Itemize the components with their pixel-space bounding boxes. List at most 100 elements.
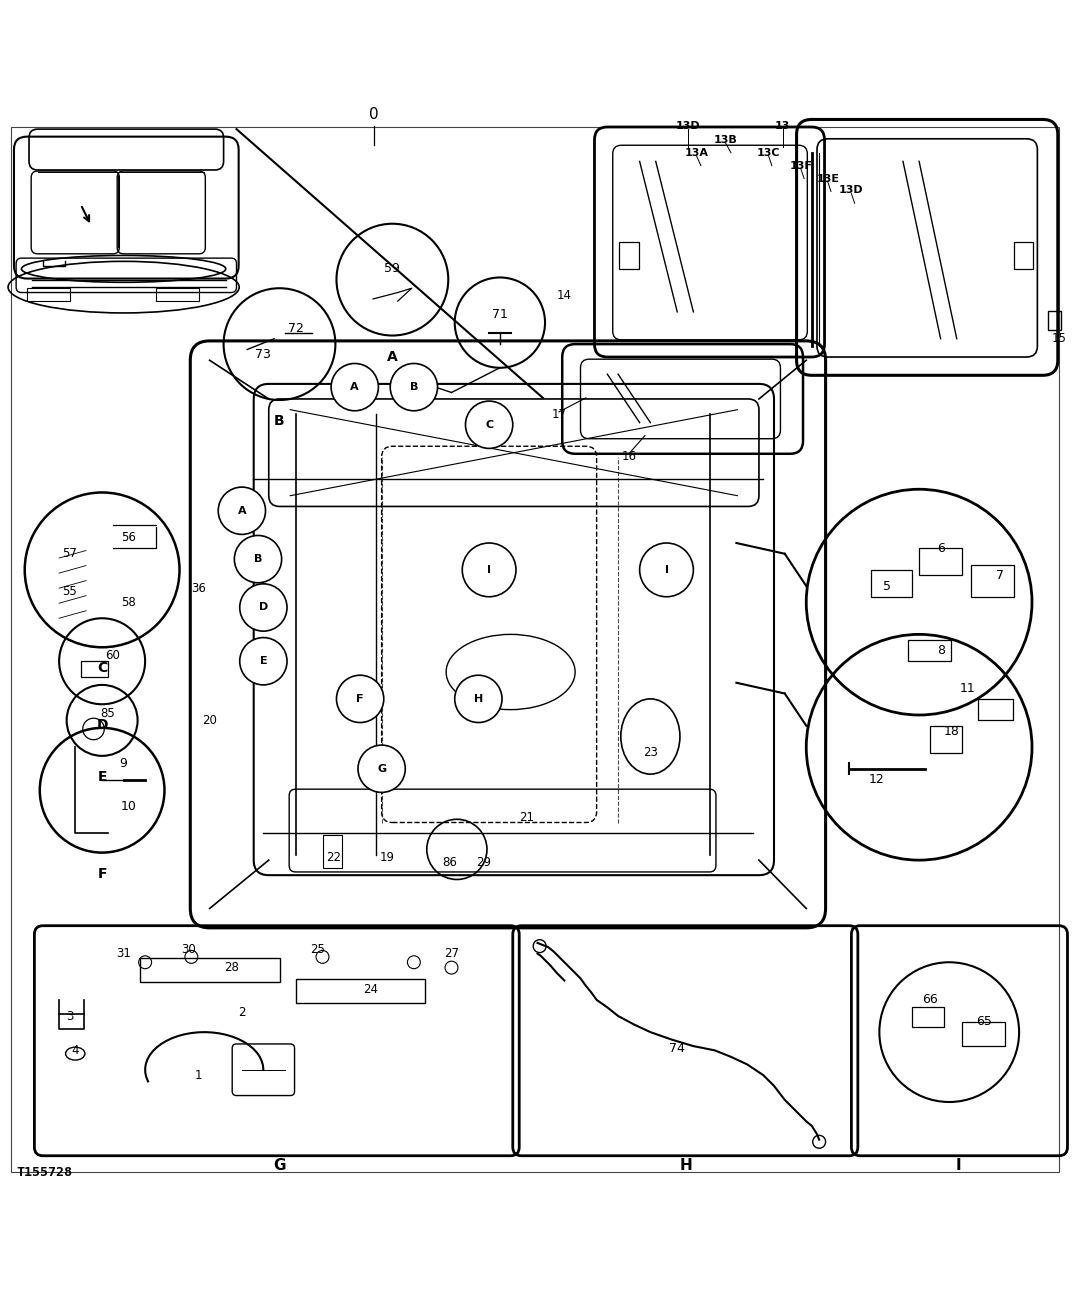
- Bar: [908, 640, 951, 661]
- Bar: [140, 958, 280, 981]
- Text: C: C: [485, 420, 493, 429]
- Text: 72: 72: [288, 321, 303, 334]
- Bar: [930, 726, 962, 752]
- Text: 57: 57: [62, 548, 77, 561]
- Circle shape: [234, 536, 282, 583]
- Text: 8: 8: [936, 644, 945, 657]
- Text: 13F: 13F: [789, 161, 813, 170]
- Text: C: C: [97, 661, 108, 675]
- Text: 13: 13: [775, 121, 790, 131]
- Bar: [871, 570, 912, 597]
- Text: 9: 9: [119, 757, 128, 770]
- Bar: [1048, 311, 1061, 330]
- Text: 5: 5: [883, 579, 891, 592]
- Text: 31: 31: [116, 947, 131, 960]
- Bar: [971, 565, 1014, 597]
- Text: A: A: [387, 350, 398, 363]
- Text: 23: 23: [643, 747, 658, 758]
- Circle shape: [455, 675, 502, 722]
- Text: 36: 36: [191, 582, 206, 595]
- Text: 12: 12: [869, 773, 884, 786]
- Text: E: E: [98, 770, 106, 783]
- Text: 3: 3: [67, 1010, 73, 1023]
- Text: 28: 28: [224, 961, 239, 974]
- Bar: [322, 835, 342, 868]
- Text: F: F: [98, 866, 106, 881]
- Text: 58: 58: [121, 596, 137, 609]
- Text: 74: 74: [670, 1042, 685, 1055]
- Circle shape: [218, 487, 266, 535]
- Text: 55: 55: [62, 585, 77, 598]
- Text: H: H: [474, 693, 483, 704]
- Text: A: A: [238, 506, 246, 515]
- Bar: [912, 1007, 944, 1026]
- Bar: [81, 661, 108, 678]
- Text: 20: 20: [202, 714, 217, 727]
- Text: 73: 73: [256, 349, 271, 362]
- Text: 86: 86: [442, 856, 457, 869]
- Text: 13C: 13C: [757, 148, 780, 157]
- Text: D: D: [97, 718, 108, 732]
- Text: 14: 14: [557, 289, 572, 302]
- Text: G: G: [273, 1158, 286, 1174]
- Text: 2: 2: [239, 1006, 245, 1019]
- Text: 0: 0: [370, 107, 378, 121]
- Text: 29: 29: [476, 856, 491, 869]
- Text: 15: 15: [1051, 332, 1066, 345]
- Circle shape: [240, 637, 287, 684]
- Text: 65: 65: [976, 1015, 991, 1028]
- Text: 25: 25: [310, 943, 325, 956]
- Circle shape: [390, 363, 438, 411]
- Text: D: D: [259, 602, 268, 613]
- Bar: [1014, 242, 1033, 269]
- Text: 1: 1: [196, 1068, 202, 1081]
- Circle shape: [240, 584, 287, 631]
- Text: 56: 56: [121, 531, 137, 544]
- Text: 13D: 13D: [676, 121, 700, 131]
- Text: H: H: [679, 1158, 692, 1174]
- Text: 19: 19: [379, 851, 395, 864]
- Text: B: B: [274, 414, 285, 428]
- Text: B: B: [254, 554, 262, 565]
- Bar: [962, 1023, 1005, 1046]
- Text: 17: 17: [551, 407, 567, 420]
- Text: B: B: [410, 382, 418, 392]
- Text: 16: 16: [621, 450, 636, 463]
- Text: G: G: [377, 764, 386, 774]
- Circle shape: [336, 675, 384, 722]
- Text: 6: 6: [936, 543, 945, 554]
- Bar: [619, 242, 639, 269]
- Bar: [27, 289, 70, 301]
- Text: 13D: 13D: [840, 186, 863, 195]
- Text: T155728: T155728: [16, 1167, 72, 1180]
- Text: I: I: [956, 1158, 962, 1174]
- Text: 18: 18: [944, 725, 959, 738]
- Circle shape: [462, 543, 516, 597]
- Text: 7: 7: [995, 569, 1004, 582]
- Text: 21: 21: [519, 811, 534, 824]
- Text: I: I: [487, 565, 491, 575]
- Text: 13B: 13B: [714, 135, 737, 144]
- Text: 13A: 13A: [685, 148, 708, 157]
- Bar: [156, 289, 199, 301]
- Text: 4: 4: [72, 1043, 78, 1056]
- Text: 13E: 13E: [816, 173, 840, 183]
- Text: 27: 27: [444, 947, 459, 960]
- Text: 66: 66: [922, 994, 937, 1007]
- Text: A: A: [350, 382, 359, 392]
- Text: 22: 22: [326, 851, 341, 864]
- Circle shape: [465, 401, 513, 449]
- Text: 11: 11: [960, 682, 975, 695]
- Text: 71: 71: [492, 307, 507, 320]
- Text: 59: 59: [385, 263, 400, 276]
- Text: E: E: [259, 656, 268, 666]
- Text: 85: 85: [100, 708, 115, 721]
- Circle shape: [358, 745, 405, 792]
- Circle shape: [640, 543, 693, 597]
- Text: F: F: [357, 693, 363, 704]
- Text: 24: 24: [363, 982, 378, 995]
- Text: 60: 60: [105, 649, 120, 662]
- Text: 10: 10: [121, 800, 137, 813]
- Text: 30: 30: [181, 943, 196, 956]
- Text: I: I: [664, 565, 669, 575]
